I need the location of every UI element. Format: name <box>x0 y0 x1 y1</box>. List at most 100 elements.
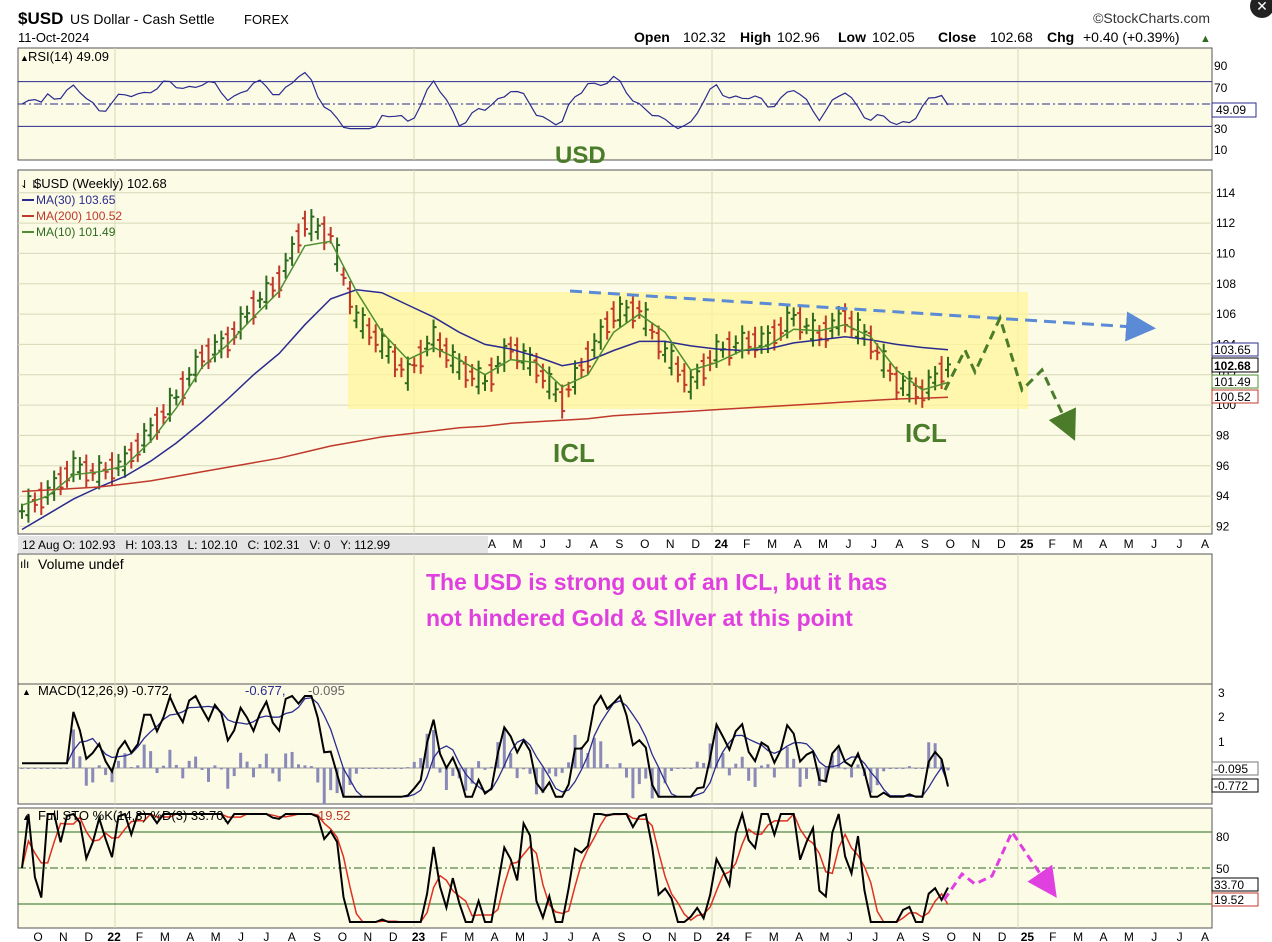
rsi-tick: 30 <box>1214 122 1228 136</box>
x-tick-label: F <box>1049 930 1056 942</box>
x-tick-label: D <box>389 930 398 942</box>
x-tick-label: J <box>847 930 853 942</box>
x-tick-label: 24 <box>714 537 728 551</box>
macd-hist-bar <box>875 768 879 786</box>
sto-tags: 33.70 19.52 <box>1211 877 1259 907</box>
macd-tags: -0.095 -0.772 <box>1211 761 1259 793</box>
x-tick-label: J <box>1177 537 1183 551</box>
macd-hist-bar <box>946 768 950 771</box>
header-copyright: ©StockCharts.com <box>1093 10 1210 26</box>
chg-label: Chg <box>1047 29 1074 45</box>
price-tick: 106 <box>1216 307 1236 321</box>
price-layer <box>19 209 951 531</box>
rsi-value-tag: 49.09 <box>1211 102 1257 118</box>
macd-hist-bar <box>766 764 770 768</box>
macd-hist-bar <box>239 752 243 768</box>
price-tick: 98 <box>1216 428 1230 442</box>
macd-hist-bar <box>541 768 545 794</box>
macd-hist-bar <box>33 768 37 769</box>
x-tick-label: F <box>743 537 750 551</box>
x-tick-label: 24 <box>716 930 730 942</box>
macd-hist-bar <box>489 766 493 768</box>
macd-hist-bar <box>155 768 159 774</box>
macd-hist-bar <box>110 768 114 783</box>
triangle-icon: ▲ <box>20 53 29 63</box>
chg-value: +0.40 (+0.39%) <box>1083 29 1180 45</box>
open-label: Open <box>634 29 670 45</box>
macd-hist-bar <box>592 737 596 768</box>
x-tick-label: N <box>666 537 675 551</box>
price-tick: 92 <box>1216 519 1230 533</box>
macd-hist-bar <box>335 768 339 794</box>
macd-hist-bar <box>477 761 481 768</box>
macd-hist-bar <box>181 768 185 779</box>
x-tick-label: N <box>363 930 372 942</box>
macd-legend-main: MACD(12,26,9) -0.772, <box>38 683 172 698</box>
macd-hist-bar <box>91 768 95 783</box>
macd-hist-bar <box>161 765 165 768</box>
up-arrow-icon: ▲ <box>1200 33 1211 45</box>
ma200-line <box>21 396 949 493</box>
x-tick-label: S <box>313 930 321 942</box>
rsi-tick: 10 <box>1214 143 1228 157</box>
macd-hist-bar <box>412 761 416 768</box>
macd-hist-bar <box>219 768 223 770</box>
rsi-tag-text: 49.09 <box>1216 103 1246 117</box>
macd-hist-bar <box>502 729 506 768</box>
macd-hist-bar <box>387 768 391 769</box>
icl-left-label: ICL <box>553 438 595 468</box>
macd-hist-bar <box>116 760 120 768</box>
macd-hist-bar <box>264 753 268 768</box>
close-icon[interactable]: ✕ <box>1250 0 1272 18</box>
x-tick-label: A <box>897 930 905 942</box>
x-tick-label: J <box>871 537 877 551</box>
x-tick-label: N <box>972 930 981 942</box>
macd-hist-bar <box>46 768 50 769</box>
macd-hist-bar <box>258 764 262 768</box>
tag-macd: -0.772 <box>1214 779 1248 793</box>
x-tick-label: O <box>338 930 347 942</box>
x-tick-label: O <box>642 930 651 942</box>
macd-hist-bar <box>174 764 178 768</box>
macd-hist-bar <box>136 765 140 768</box>
x-tick-label: M <box>160 930 170 942</box>
legend-ma200: MA(200) 100.52 <box>36 209 122 223</box>
sto-k-line <box>21 810 949 923</box>
tag-ma10: 101.49 <box>1214 375 1251 389</box>
macd-hist-bar <box>59 768 63 769</box>
macd-hist-bar <box>52 768 56 769</box>
macd-hist-bar <box>920 768 924 769</box>
macd-hist-bar <box>213 765 217 768</box>
macd-hist-bar <box>123 753 127 768</box>
triangle-icon: ▲ <box>22 687 31 697</box>
rsi-tick: 70 <box>1214 81 1228 95</box>
x-tick-label: A <box>592 930 600 942</box>
macd-hist-bar <box>734 763 738 768</box>
macd-hist-bar <box>26 768 30 769</box>
macd-hist-bar <box>309 766 313 768</box>
macd-hist-bar <box>194 756 198 768</box>
x-tick-label: S <box>921 537 929 551</box>
macd-hist-bar <box>618 763 622 768</box>
macd-hist-bar <box>65 768 69 769</box>
macd-hist-bar <box>554 768 558 777</box>
macd-hist-bar <box>740 756 744 768</box>
x-tick-label: F <box>1049 537 1056 551</box>
macd-layer <box>18 693 950 805</box>
macd-hist-bar <box>290 751 294 768</box>
macd-hist-bar <box>374 768 378 769</box>
macd-hist-bar <box>329 768 333 791</box>
x-tick-label: J <box>1177 930 1183 942</box>
price-tags: 103.65 102.68 101.49 100.52 <box>1211 342 1259 404</box>
price-tick: 94 <box>1216 489 1230 503</box>
macd-hist-bar <box>856 764 860 768</box>
macd-hist-bar <box>624 768 628 778</box>
x-tick-label: M <box>464 930 474 942</box>
macd-hist-bar <box>419 758 423 768</box>
sto-axis: 80 50 <box>1216 830 1230 876</box>
open-value: 102.32 <box>683 29 726 45</box>
macd-hist-bar <box>612 767 616 769</box>
x-tick-label: M <box>769 930 779 942</box>
macd-hist-bar <box>528 768 532 774</box>
